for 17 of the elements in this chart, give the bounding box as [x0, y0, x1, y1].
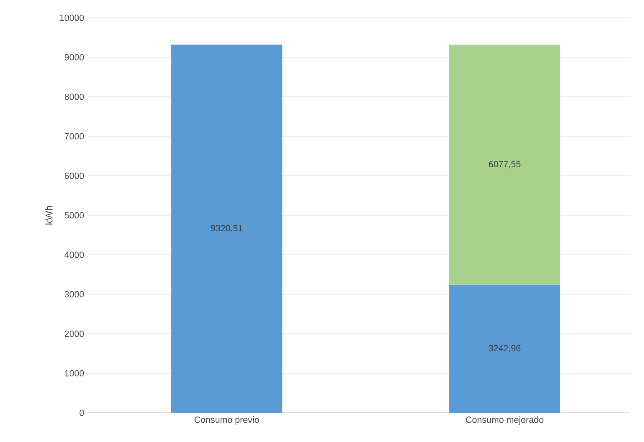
x-tick-label: Consumo mejorado — [466, 416, 544, 425]
y-tick-label: 8000 — [64, 94, 84, 100]
y-tick-label: 3000 — [64, 291, 84, 298]
data-label: 3242,96 — [489, 345, 521, 353]
y-tick-label: 5000 — [64, 212, 84, 219]
data-label: 9320,51 — [211, 225, 243, 233]
y-tick-label: 10000 — [60, 14, 84, 22]
y-tick-label: 0 — [80, 410, 84, 416]
y-tick-label: 6000 — [64, 172, 84, 180]
y-tick-label: 7000 — [64, 133, 84, 140]
data-label: 6077,55 — [489, 161, 521, 169]
x-tick-label: Consumo previo — [194, 416, 260, 425]
y-tick-label: 1000 — [65, 370, 84, 377]
y-tick-label: 4000 — [64, 252, 84, 258]
y-tick-label: 2000 — [64, 330, 84, 338]
y-tick-label: 9000 — [64, 54, 84, 61]
y-axis-title: kWh — [45, 206, 53, 225]
